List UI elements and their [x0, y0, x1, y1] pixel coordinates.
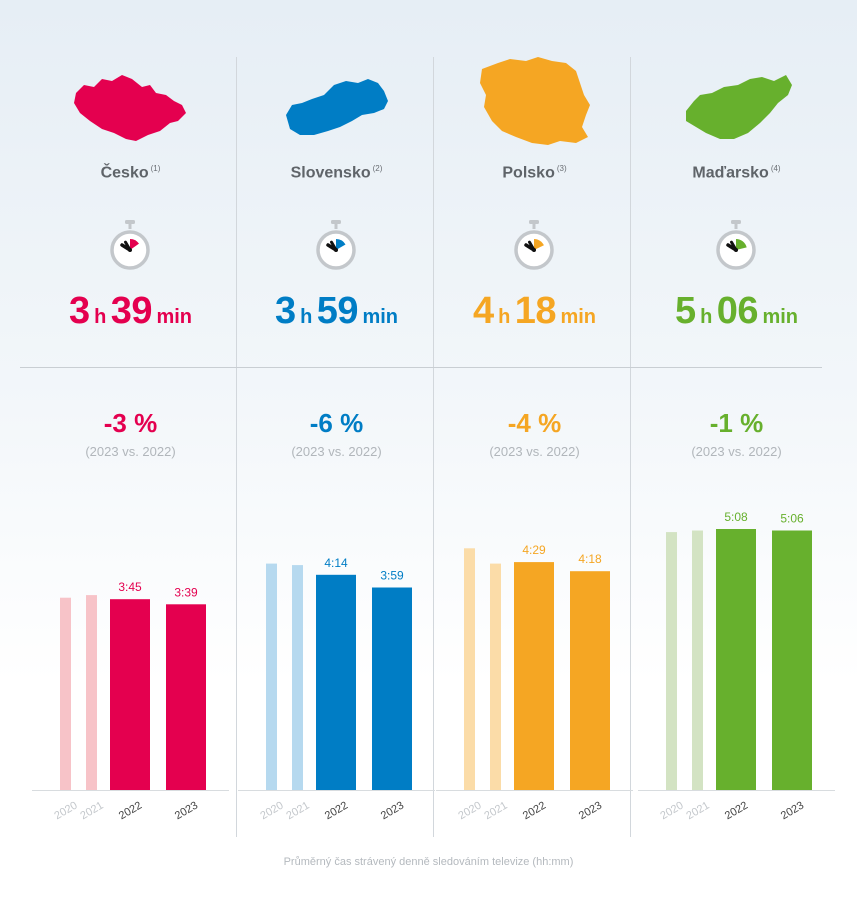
column-divider: [433, 57, 434, 837]
tick-label-2023: 2023: [577, 800, 604, 823]
data-label-2023: 3:39: [174, 585, 198, 599]
tick-label-2022: 2022: [117, 800, 144, 823]
tick-label-2021: 2021: [482, 800, 509, 823]
stopwatch-icon: [316, 220, 356, 270]
country-name: Česko (1): [100, 164, 161, 182]
country-column-czechia: Česko (1) 3 h 39 min -3 % (2023 vs. 2022)…: [32, 0, 229, 910]
bar-2023: [570, 571, 610, 790]
stopwatch-icon: [716, 220, 756, 270]
bar-2021: [490, 563, 501, 790]
bar-2021: [692, 530, 703, 790]
daily-time: 5 h 06 min: [674, 290, 799, 332]
tick-label-2021: 2021: [78, 800, 105, 823]
yoy-change-note: (2023 vs. 2022): [489, 444, 580, 459]
section-divider: [20, 367, 822, 368]
data-label-2022: 4:14: [324, 556, 348, 570]
tick-label-2021: 2021: [684, 800, 711, 823]
tick-label-2023: 2023: [779, 800, 806, 823]
tick-label-2020: 2020: [456, 800, 483, 823]
yoy-change-note: (2023 vs. 2022): [691, 444, 782, 459]
data-label-2022: 5:08: [724, 510, 748, 524]
bar-2021: [86, 595, 97, 790]
daily-time: 3 h 39 min: [68, 290, 193, 332]
hungary-map-icon: [686, 75, 792, 139]
bar-2020: [60, 597, 71, 790]
bar-2020: [464, 548, 475, 790]
bar-2021: [292, 565, 303, 790]
stopwatch-elapsed-wedge: [130, 239, 139, 250]
tick-label-2023: 2023: [173, 800, 200, 823]
stopwatch-elapsed-wedge: [336, 239, 346, 250]
bar-2023: [166, 604, 206, 790]
tick-label-2022: 2022: [323, 800, 350, 823]
country-column-slovakia: Slovensko (2) 3 h 59 min -6 % (2023 vs. 2…: [238, 0, 435, 910]
stopwatch-icon: [514, 220, 554, 270]
yoy-change: -1 %: [709, 408, 764, 438]
bar-2020: [666, 532, 677, 790]
tick-label-2020: 2020: [658, 800, 685, 823]
bar-2022: [716, 529, 756, 790]
yoy-change: -6 %: [309, 408, 364, 438]
column-divider: [236, 57, 237, 837]
country-name: Maďarsko (4): [692, 164, 781, 182]
country-name: Polsko (3): [502, 164, 567, 182]
yoy-change: -4 %: [507, 408, 562, 438]
column-divider: [630, 57, 631, 837]
tick-label-2022: 2022: [521, 800, 548, 823]
czechia-map-icon: [74, 75, 186, 141]
bar-2022: [316, 574, 356, 790]
data-label-2022: 4:29: [522, 543, 546, 557]
country-column-hungary: Maďarsko (4) 5 h 06 min -1 % (2023 vs. 20…: [638, 0, 835, 910]
poland-map-icon: [480, 57, 590, 145]
slovakia-map-icon: [286, 79, 388, 135]
yoy-change: -3 %: [103, 408, 158, 438]
bar-2023: [372, 587, 412, 790]
bar-2020: [266, 563, 277, 790]
yoy-change-note: (2023 vs. 2022): [85, 444, 176, 459]
bar-2023: [772, 530, 812, 790]
yoy-change-note: (2023 vs. 2022): [291, 444, 382, 459]
tick-label-2022: 2022: [723, 800, 750, 823]
daily-time: 3 h 59 min: [274, 290, 399, 332]
tick-label-2021: 2021: [284, 800, 311, 823]
bar-2022: [514, 562, 554, 790]
country-column-poland: Polsko (3) 4 h 18 min -4 % (2023 vs. 2022…: [436, 0, 633, 910]
data-label-2023: 4:18: [578, 552, 602, 566]
bar-2022: [110, 599, 150, 790]
data-label-2023: 3:59: [380, 569, 404, 583]
country-name: Slovensko (2): [290, 164, 383, 182]
stopwatch-elapsed-wedge: [736, 239, 747, 250]
data-label-2022: 3:45: [118, 580, 142, 594]
data-label-2023: 5:06: [780, 512, 804, 526]
tick-label-2020: 2020: [258, 800, 285, 823]
daily-time: 4 h 18 min: [472, 290, 597, 332]
stopwatch-elapsed-wedge: [534, 239, 544, 250]
tick-label-2020: 2020: [52, 800, 79, 823]
footnote: Průměrný čas strávený denně sledováním t…: [283, 856, 574, 868]
tick-label-2023: 2023: [379, 800, 406, 823]
stopwatch-icon: [110, 220, 150, 270]
